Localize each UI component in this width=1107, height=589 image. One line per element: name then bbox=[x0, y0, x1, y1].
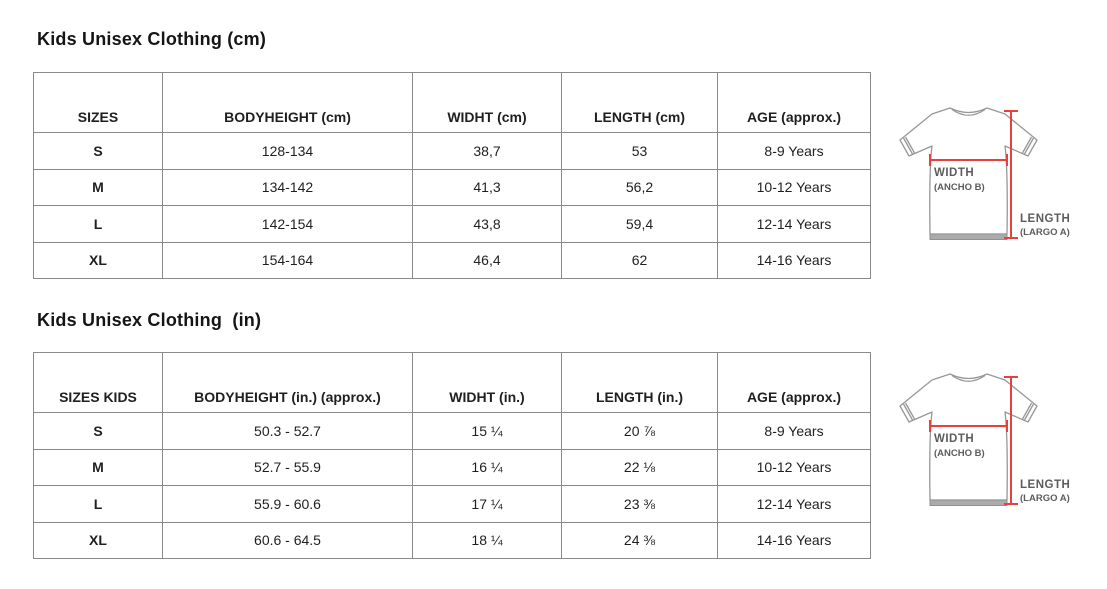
value-cell: 17 ¼ bbox=[412, 485, 562, 523]
length-sublabel: (LARGO A) bbox=[1020, 227, 1070, 238]
table-row: L 142-154 43,8 59,4 12-14 Years bbox=[33, 205, 871, 243]
table-title-in: Kids Unisex Clothing (in) bbox=[37, 310, 262, 330]
size-cell: M bbox=[33, 168, 163, 206]
value-cell: 38,7 bbox=[412, 132, 562, 170]
tshirt-measure-diagram-cm: WIDTH (ANCHO B) LENGTH (LARGO A) bbox=[890, 100, 1085, 250]
value-cell: 24 ⅜ bbox=[561, 521, 718, 559]
width-label: WIDTH bbox=[934, 433, 974, 445]
value-cell: 16 ¼ bbox=[412, 448, 562, 486]
value-cell: 52.7 - 55.9 bbox=[162, 448, 413, 486]
column-header: BODYHEIGHT (in.) (approx.) bbox=[162, 352, 413, 413]
table-row: M 52.7 - 55.9 16 ¼ 22 ⅛ 10-12 Years bbox=[33, 448, 871, 486]
value-cell: 46,4 bbox=[412, 241, 562, 279]
length-arrow bbox=[1004, 110, 1018, 239]
width-sublabel: (ANCHO B) bbox=[934, 182, 985, 193]
table-row: S 128-134 38,7 53 8-9 Years bbox=[33, 132, 871, 170]
size-table-in: SIZES KIDS BODYHEIGHT (in.) (approx.) WIDH… bbox=[33, 352, 871, 559]
value-cell: 53 bbox=[561, 132, 718, 170]
hem-band bbox=[929, 499, 1008, 506]
value-cell: 8-9 Years bbox=[717, 132, 871, 170]
value-cell: 18 ¼ bbox=[412, 521, 562, 559]
value-cell: 56,2 bbox=[561, 168, 718, 206]
value-cell: 12-14 Years bbox=[717, 205, 871, 243]
tshirt-measure-diagram-in: WIDTH (ANCHO B) LENGTH (LARGO A) bbox=[890, 366, 1085, 516]
column-header: LENGTH (in.) bbox=[561, 352, 718, 413]
column-header: AGE (approx.) bbox=[717, 72, 871, 133]
tshirt-back-icon: WIDTH (ANCHO B) LENGTH (LARGO A) bbox=[899, 107, 1070, 240]
column-header: SIZES bbox=[33, 72, 163, 133]
value-cell: 50.3 - 52.7 bbox=[162, 412, 413, 450]
column-header: AGE (approx.) bbox=[717, 352, 871, 413]
column-header: WIDHT (in.) bbox=[412, 352, 562, 413]
length-label: LENGTH bbox=[1020, 479, 1070, 491]
column-header: LENGTH (cm) bbox=[561, 72, 718, 133]
value-cell: 41,3 bbox=[412, 168, 562, 206]
value-cell: 10-12 Years bbox=[717, 168, 871, 206]
length-label: LENGTH bbox=[1020, 213, 1070, 225]
column-header: WIDHT (cm) bbox=[412, 72, 562, 133]
value-cell: 15 ¼ bbox=[412, 412, 562, 450]
width-arrow bbox=[929, 154, 1008, 166]
size-cell: XL bbox=[33, 521, 163, 559]
width-arrow bbox=[929, 420, 1008, 432]
value-cell: 60.6 - 64.5 bbox=[162, 521, 413, 559]
table-row: XL 154-164 46,4 62 14-16 Years bbox=[33, 241, 871, 279]
value-cell: 14-16 Years bbox=[717, 521, 871, 559]
value-cell: 10-12 Years bbox=[717, 448, 871, 486]
table-row: S 50.3 - 52.7 15 ¼ 20 ⅞ 8-9 Years bbox=[33, 412, 871, 450]
value-cell: 62 bbox=[561, 241, 718, 279]
size-cell: XL bbox=[33, 241, 163, 279]
value-cell: 43,8 bbox=[412, 205, 562, 243]
table-row: XL 60.6 - 64.5 18 ¼ 24 ⅜ 14-16 Years bbox=[33, 521, 871, 559]
value-cell: 14-16 Years bbox=[717, 241, 871, 279]
length-arrow bbox=[1004, 376, 1018, 505]
value-cell: 22 ⅛ bbox=[561, 448, 718, 486]
width-sublabel: (ANCHO B) bbox=[934, 448, 985, 459]
size-cell: S bbox=[33, 412, 163, 450]
size-cell: L bbox=[33, 205, 163, 243]
column-header: SIZES KIDS bbox=[33, 352, 163, 413]
value-cell: 23 ⅜ bbox=[561, 485, 718, 523]
value-cell: 142-154 bbox=[162, 205, 413, 243]
size-cell: L bbox=[33, 485, 163, 523]
column-header: BODYHEIGHT (cm) bbox=[162, 72, 413, 133]
width-label: WIDTH bbox=[934, 167, 974, 179]
value-cell: 55.9 - 60.6 bbox=[162, 485, 413, 523]
value-cell: 59,4 bbox=[561, 205, 718, 243]
table-row: L 55.9 - 60.6 17 ¼ 23 ⅜ 12-14 Years bbox=[33, 485, 871, 523]
tshirt-back-icon: WIDTH (ANCHO B) LENGTH (LARGO A) bbox=[899, 373, 1070, 506]
value-cell: 8-9 Years bbox=[717, 412, 871, 450]
value-cell: 20 ⅞ bbox=[561, 412, 718, 450]
value-cell: 154-164 bbox=[162, 241, 413, 279]
size-table-cm: SIZES BODYHEIGHT (cm) WIDHT (cm) LENGTH (cm… bbox=[33, 72, 871, 279]
header-row: SIZES KIDS BODYHEIGHT (in.) (approx.) WIDH… bbox=[33, 352, 871, 413]
length-sublabel: (LARGO A) bbox=[1020, 493, 1070, 504]
table-title-cm: Kids Unisex Clothing (cm) bbox=[37, 29, 267, 49]
size-cell: M bbox=[33, 448, 163, 486]
size-cell: S bbox=[33, 132, 163, 170]
table-row: M 134-142 41,3 56,2 10-12 Years bbox=[33, 168, 871, 206]
value-cell: 12-14 Years bbox=[717, 485, 871, 523]
header-row: SIZES BODYHEIGHT (cm) WIDHT (cm) LENGTH (cm… bbox=[33, 72, 871, 133]
value-cell: 128-134 bbox=[162, 132, 413, 170]
hem-band bbox=[929, 233, 1008, 240]
value-cell: 134-142 bbox=[162, 168, 413, 206]
